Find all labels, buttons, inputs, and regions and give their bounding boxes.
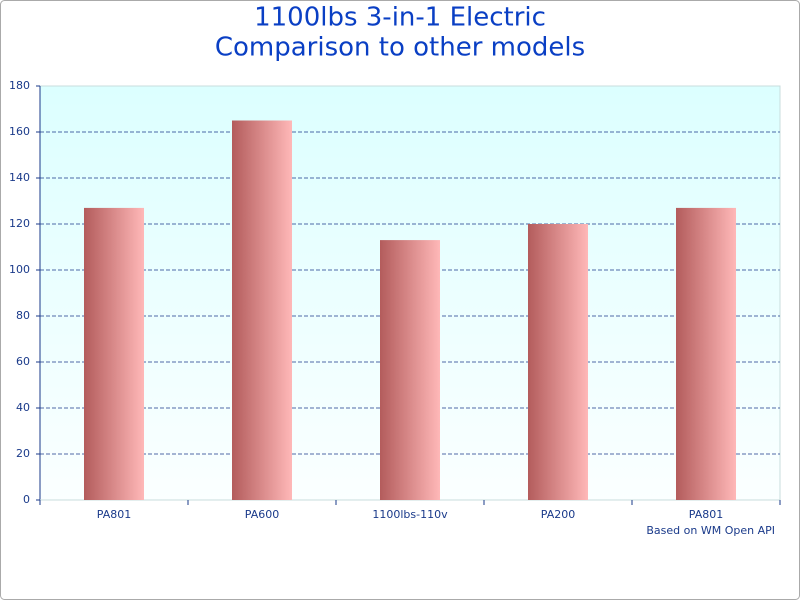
y-tick-label: 40 [16,401,30,414]
annotation: Based on WM Open API [646,524,775,537]
chart-title: 1100lbs 3-in-1 Electric [254,3,546,33]
y-tick-label: 100 [9,263,30,276]
y-tick-label: 140 [9,171,30,184]
y-tick-label: 180 [9,79,30,92]
bar [380,240,440,500]
x-tick-label: PA200 [541,508,575,521]
bar [676,207,736,500]
x-tick-label: PA801 [689,508,723,521]
y-tick-label: 120 [9,217,30,230]
y-tick-label: 60 [16,355,30,368]
bar [232,120,292,500]
y-tick-label: 0 [23,493,30,506]
x-tick-label: PA600 [245,508,279,521]
bar [528,224,588,500]
y-tick-label: 160 [9,125,30,138]
y-tick-label: 80 [16,309,30,322]
bar [84,207,144,500]
x-tick-label: PA801 [97,508,131,521]
y-tick-label: 20 [16,447,30,460]
chart-subtitle: Comparison to other models [215,33,585,63]
x-tick-label: 1100lbs-110v [372,508,448,521]
